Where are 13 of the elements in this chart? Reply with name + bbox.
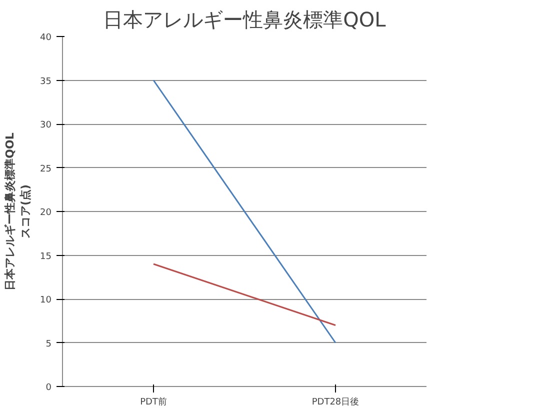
y-tick-label: 0 <box>46 383 52 393</box>
y-tick-label: 5 <box>46 339 52 350</box>
y-tick-label: 30 <box>40 120 52 130</box>
y-tick-label: 25 <box>40 164 52 174</box>
y-axis-title: 日本アレルギー性鼻炎標準QOL スコア(点) <box>3 132 32 290</box>
x-tick-label: PDT前 <box>140 396 167 408</box>
y-tick-label: 10 <box>40 296 52 306</box>
y-tick-label: 20 <box>40 208 52 218</box>
y-tick-label: 15 <box>40 252 52 262</box>
y-tick-label: 35 <box>40 76 52 87</box>
y-tick-label: 40 <box>40 33 52 43</box>
x-tick-label: PDT28日後 <box>312 396 360 408</box>
chart-title: 日本アレルギー性鼻炎標準QOL <box>103 8 387 32</box>
